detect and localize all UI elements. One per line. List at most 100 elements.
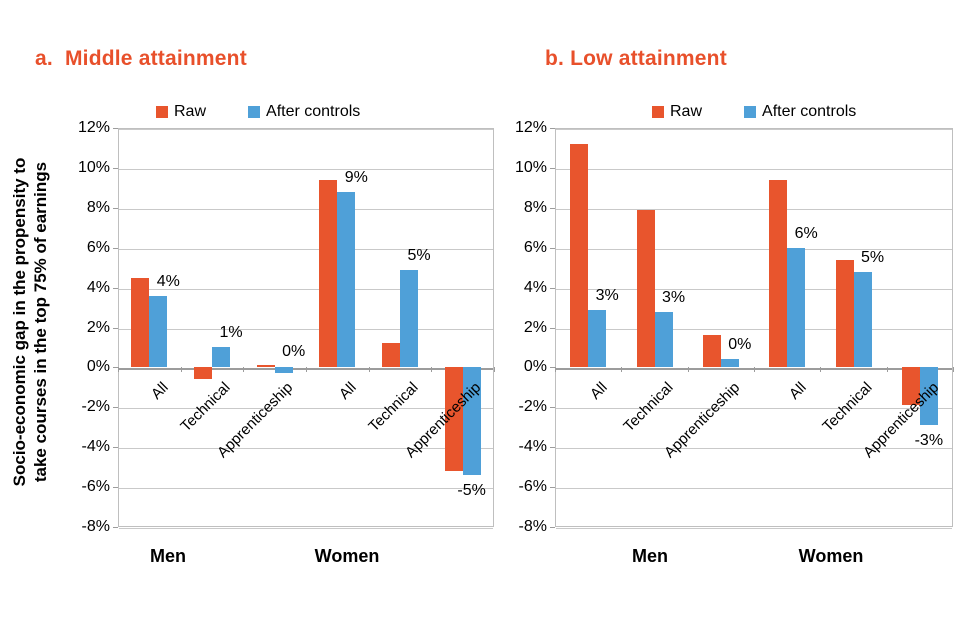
gridline	[556, 488, 952, 490]
bar-after-controls	[462, 367, 481, 476]
gridline	[556, 168, 952, 170]
panel-title: a. Middle attainment	[35, 47, 247, 70]
bar-raw	[636, 209, 655, 368]
x-axis-tick	[431, 367, 433, 373]
data-label: 5%	[407, 246, 431, 264]
y-axis-tick	[550, 207, 555, 209]
data-label: 3%	[595, 286, 619, 304]
x-axis-tick	[621, 367, 623, 373]
bar-after-controls	[720, 359, 739, 368]
legend-item-after-controls: After controls	[248, 103, 360, 121]
x-axis-tick	[820, 367, 822, 373]
legend-swatch-raw-icon	[156, 106, 168, 118]
data-label: 1%	[219, 324, 243, 342]
data-label: 3%	[661, 288, 686, 306]
bar-after-controls	[149, 295, 168, 368]
bar-raw	[131, 277, 150, 368]
y-axis-tick-label: 6%	[523, 238, 547, 256]
y-axis-title-line: take courses in the top 75% of earnings	[31, 161, 50, 483]
y-axis-tick-label: -4%	[81, 438, 110, 456]
group-label: Women	[798, 546, 864, 566]
y-axis-tick-label: 10%	[514, 158, 547, 176]
x-axis-tick	[953, 367, 954, 373]
y-axis-tick-label: 4%	[523, 278, 547, 296]
y-axis-tick	[550, 167, 555, 169]
y-axis-tick-label: -4%	[518, 438, 547, 456]
y-axis-tick-label: -2%	[81, 398, 110, 416]
y-axis-tick-label: 0%	[523, 358, 547, 376]
y-axis-tick-label: 8%	[523, 198, 547, 216]
x-axis-tick	[306, 367, 307, 373]
y-axis-tick	[550, 447, 555, 449]
y-axis-tick-label: 0%	[86, 358, 110, 376]
bar-after-controls	[400, 269, 418, 368]
y-axis-tick-label: 8%	[86, 198, 110, 216]
gridline	[119, 208, 493, 210]
y-axis-tick-label: -2%	[518, 398, 547, 416]
gridline	[556, 328, 952, 330]
y-axis-tick-label: 4%	[86, 278, 110, 296]
data-label: 0%	[282, 343, 306, 361]
gridline	[556, 528, 952, 529]
y-axis-tick	[113, 527, 118, 528]
y-axis-tick	[550, 487, 555, 489]
bar-raw	[769, 179, 788, 368]
y-axis-tick	[113, 207, 118, 209]
gridline	[119, 288, 493, 290]
x-axis-tick	[754, 367, 755, 373]
bar-raw	[570, 143, 589, 368]
plot-area	[555, 128, 953, 529]
y-axis-tick-label: 10%	[77, 158, 110, 176]
bar-after-controls	[853, 271, 872, 368]
gridline	[119, 528, 493, 529]
y-axis-tick	[550, 527, 555, 528]
y-axis-tick	[550, 287, 555, 289]
y-axis-tick-label: 2%	[86, 318, 110, 336]
y-axis-title: Socio-economic gap in the propensity to t…	[9, 102, 51, 542]
bar-raw	[702, 335, 721, 368]
y-axis-tick	[113, 327, 118, 329]
gridline	[119, 488, 493, 490]
x-axis-tick	[886, 367, 888, 373]
y-axis-tick	[113, 447, 118, 449]
y-axis-tick	[550, 247, 555, 249]
y-axis-tick	[550, 367, 555, 369]
gridline	[119, 168, 493, 170]
gridline	[556, 129, 952, 130]
x-axis-tick	[243, 367, 245, 373]
legend: Raw After controls	[652, 103, 856, 121]
y-axis-tick-label: 12%	[514, 119, 547, 136]
plot-area	[118, 128, 494, 529]
legend-label-after-controls: After controls	[266, 103, 361, 120]
x-axis-tick	[687, 367, 689, 373]
data-label: 5%	[860, 248, 885, 266]
bar-after-controls	[588, 309, 607, 368]
gridline	[556, 448, 952, 450]
bar-after-controls	[212, 347, 230, 368]
data-label: -5%	[457, 482, 486, 500]
y-axis-tick-label: -8%	[518, 518, 547, 535]
x-axis-tick	[180, 367, 182, 373]
y-axis-tick-label: 2%	[523, 318, 547, 336]
y-axis-tick	[113, 167, 118, 169]
panel-low-attainment: b. Low attainment Raw After controls 12%…	[480, 0, 960, 640]
x-axis-tick	[555, 367, 556, 373]
bar-after-controls	[787, 247, 806, 368]
bar-raw	[382, 343, 400, 368]
x-axis-tick	[118, 367, 119, 373]
data-label: -3%	[914, 432, 944, 450]
y-axis-tick	[113, 287, 118, 289]
bar-raw	[319, 179, 338, 368]
group-label: Men	[150, 546, 186, 566]
bar-raw	[256, 365, 275, 368]
bar-raw	[194, 367, 212, 380]
gridline	[556, 288, 952, 290]
legend: Raw After controls	[156, 103, 360, 121]
data-label: 9%	[344, 168, 368, 186]
legend-swatch-after-controls-icon	[248, 106, 261, 118]
bar-after-controls	[274, 367, 293, 374]
y-axis-tick	[113, 128, 118, 129]
legend-label-after-controls: After controls	[762, 103, 857, 120]
legend-swatch-after-controls-icon	[744, 106, 757, 118]
y-axis-tick	[113, 247, 118, 249]
